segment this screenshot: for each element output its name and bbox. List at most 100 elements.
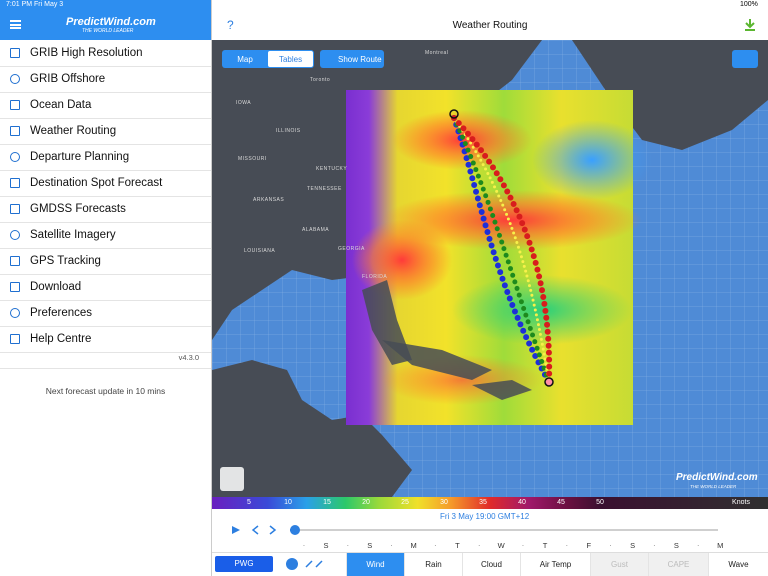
menu-icon bbox=[10, 178, 20, 188]
map-label: GEORGIA bbox=[338, 246, 365, 252]
day-dot: · bbox=[696, 541, 700, 550]
watermark: PredictWind.com bbox=[676, 472, 758, 483]
tab[interactable]: Cloud bbox=[462, 553, 520, 576]
sidebar-header bbox=[0, 0, 211, 40]
layer-icons[interactable] bbox=[284, 556, 336, 572]
menu-item[interactable]: GPS Tracking bbox=[0, 248, 211, 275]
menu-icon bbox=[10, 282, 20, 292]
day-dot: · bbox=[302, 541, 306, 550]
map-label: KENTUCKY bbox=[316, 166, 348, 172]
tab[interactable]: CAPE bbox=[648, 553, 708, 576]
menu-icon bbox=[10, 152, 20, 162]
scale-label: 10 bbox=[284, 499, 292, 506]
logo-tagline: THE WORLD LEADER bbox=[82, 28, 134, 34]
map-label: Toronto bbox=[310, 77, 331, 83]
scale-label: 15 bbox=[323, 499, 331, 506]
scale-label: 35 bbox=[479, 499, 487, 506]
help-button[interactable]: ? bbox=[227, 18, 234, 32]
day-label: S bbox=[367, 541, 373, 550]
day-dot: · bbox=[390, 541, 393, 550]
day-dot: · bbox=[521, 541, 525, 550]
day-dot: · bbox=[609, 541, 612, 550]
day-dot: · bbox=[434, 541, 437, 550]
model-button[interactable]: PWG bbox=[215, 556, 273, 572]
menu-item[interactable]: Satellite Imagery bbox=[0, 222, 211, 249]
day-label: S bbox=[323, 541, 329, 550]
menu-label: GRIB Offshore bbox=[30, 73, 106, 85]
tab[interactable]: Wind bbox=[346, 553, 404, 576]
map bbox=[212, 40, 768, 497]
day-label: S bbox=[673, 541, 679, 550]
map-label: MISSOURI bbox=[238, 156, 267, 162]
day-label: W bbox=[497, 541, 505, 550]
menu-icon bbox=[10, 308, 20, 318]
menu-item[interactable]: Ocean Data bbox=[0, 92, 211, 119]
day-label: M bbox=[410, 541, 417, 550]
timeline[interactable] bbox=[212, 521, 768, 541]
version: v4.3.0 bbox=[178, 353, 199, 362]
day-dot: · bbox=[346, 541, 350, 550]
menu-item[interactable]: Preferences bbox=[0, 300, 211, 327]
scale-label: 25 bbox=[401, 499, 409, 506]
menu-label: Destination Spot Forecast bbox=[30, 177, 163, 189]
page-title: Weather Routing bbox=[452, 20, 528, 31]
day-label: M bbox=[717, 541, 724, 550]
tab-divider bbox=[212, 552, 768, 553]
day-label: T bbox=[455, 541, 460, 550]
map-label: ALABAMA bbox=[302, 227, 330, 233]
menu-label: GRIB High Resolution bbox=[30, 47, 143, 59]
map-label: FLORIDA bbox=[362, 274, 388, 280]
day-dot: · bbox=[477, 541, 481, 550]
day-label: T bbox=[542, 541, 548, 550]
logo: PredictWind.com bbox=[66, 16, 156, 28]
scale-unit: Knots bbox=[732, 499, 750, 506]
menu-item[interactable]: Destination Spot Forecast bbox=[0, 170, 211, 197]
download-icon[interactable] bbox=[744, 18, 756, 32]
menu-label: GMDSS Forecasts bbox=[30, 203, 126, 215]
menu-item[interactable]: GMDSS Forecasts bbox=[0, 196, 211, 223]
tab[interactable]: Air Temp bbox=[520, 553, 590, 576]
menu-label: Download bbox=[30, 281, 82, 293]
day-label: F bbox=[586, 541, 592, 550]
menu-label: Preferences bbox=[30, 307, 93, 319]
menu-label: Weather Routing bbox=[30, 125, 117, 137]
map-label: Montreal bbox=[425, 50, 449, 56]
menu-item[interactable]: GRIB Offshore bbox=[0, 66, 211, 93]
show-route-button[interactable]: Show Route bbox=[338, 55, 382, 64]
day-dot: · bbox=[565, 541, 569, 550]
menu-icon bbox=[10, 74, 20, 84]
status-date: Fri May 3 bbox=[34, 1, 64, 8]
tab[interactable]: Rain bbox=[404, 553, 462, 576]
update-note: Next forecast update in 10 mins bbox=[45, 386, 166, 396]
map-label: LOUISIANA bbox=[244, 248, 276, 254]
menu-icon bbox=[10, 204, 20, 214]
menu-item[interactable]: Weather Routing bbox=[0, 118, 211, 145]
scale-label: 20 bbox=[362, 499, 370, 506]
tab[interactable]: Gust bbox=[590, 553, 648, 576]
menu-label: Satellite Imagery bbox=[30, 229, 116, 241]
menu-icon bbox=[10, 126, 20, 136]
scale-label: 45 bbox=[557, 499, 565, 506]
menu-button[interactable] bbox=[10, 20, 21, 29]
menu-icon bbox=[10, 334, 20, 344]
menu-item[interactable]: GRIB High Resolution bbox=[0, 40, 211, 67]
menu-icon bbox=[10, 256, 20, 266]
menu-label: Help Centre bbox=[30, 333, 92, 345]
menu-item[interactable]: Departure Planning bbox=[0, 144, 211, 171]
map-label: IOWA bbox=[236, 100, 252, 106]
menu-label: GPS Tracking bbox=[30, 255, 101, 267]
status-time: 7:01 PM bbox=[6, 1, 33, 8]
tables-toggle[interactable]: Tables bbox=[278, 55, 303, 64]
day-dot: · bbox=[653, 541, 656, 550]
version-row: v4.3.0 bbox=[0, 348, 211, 369]
tab[interactable]: Wave bbox=[708, 553, 768, 576]
map-toggle[interactable]: Map bbox=[237, 55, 253, 64]
menu-item[interactable]: Download bbox=[0, 274, 211, 301]
menu-item[interactable]: Help Centre bbox=[0, 326, 211, 353]
scale-label: 40 bbox=[518, 499, 526, 506]
day-label: S bbox=[630, 541, 636, 550]
menu-icon bbox=[10, 100, 20, 110]
map-label: ILLINOIS bbox=[276, 128, 301, 134]
timeline-date: Fri 3 May 19:00 GMT+12 bbox=[440, 512, 530, 521]
